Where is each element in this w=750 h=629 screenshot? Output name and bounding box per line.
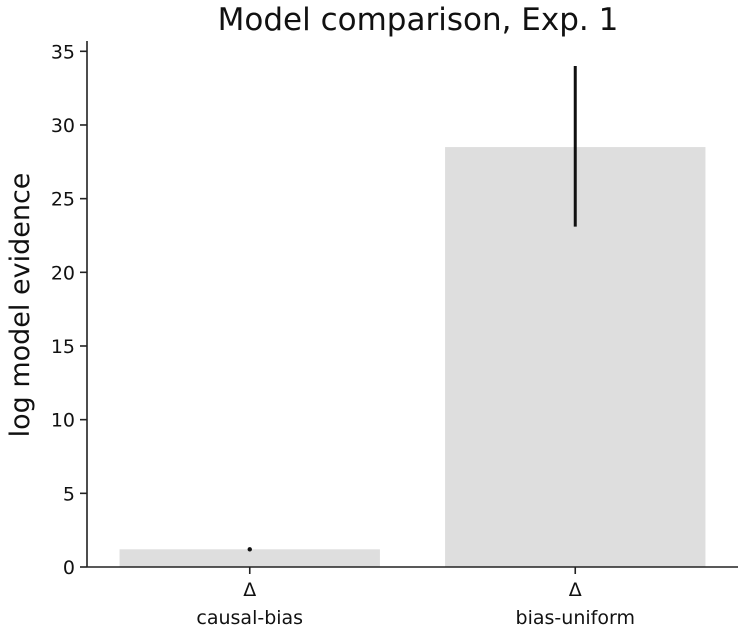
chart-title: Model comparison, Exp. 1 [218, 2, 619, 38]
y-tick-label: 10 [51, 410, 75, 432]
x-tick-marker: Δ [243, 579, 256, 601]
x-tick-label: causal-bias [196, 607, 303, 629]
y-axis-label: log model evidence [5, 173, 36, 438]
y-tick-label: 30 [51, 115, 75, 137]
x-tick-label: bias-uniform [516, 607, 635, 629]
y-tick-label: 15 [51, 336, 75, 358]
bar [119, 549, 380, 567]
y-tick-label: 20 [51, 262, 75, 284]
y-tick-label: 5 [63, 483, 75, 505]
y-tick-label: 25 [51, 189, 75, 211]
x-tick-marker: Δ [569, 579, 582, 601]
y-tick-label: 35 [51, 41, 75, 63]
y-tick-label: 0 [63, 557, 75, 579]
error-bar [247, 547, 252, 552]
